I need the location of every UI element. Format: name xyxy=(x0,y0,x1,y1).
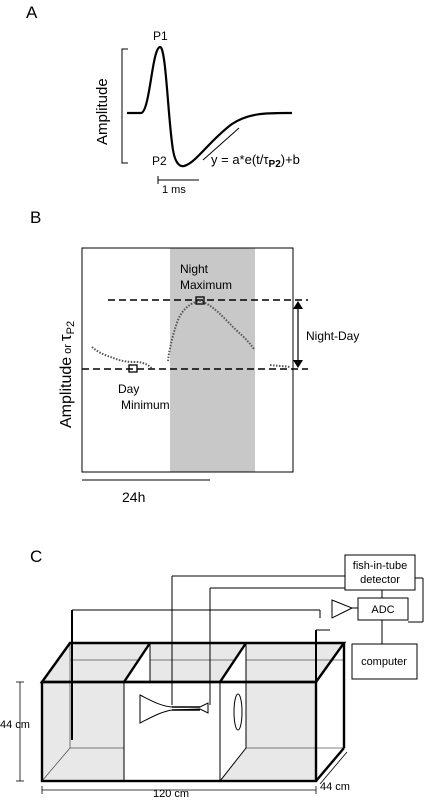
exponential-fit-line xyxy=(202,127,240,161)
tank-outline xyxy=(39,641,347,783)
panel-a: A Amplitude P1 P2 y = a*e(t/τP2)+b 1 ms xyxy=(26,3,300,196)
scale-bar-label: 1 ms xyxy=(162,184,186,196)
panel-a-y-axis-label: Amplitude xyxy=(94,78,111,145)
fish-tube xyxy=(139,693,243,731)
scale-bar xyxy=(157,176,199,184)
waveform-trace xyxy=(127,45,293,168)
day-minimum-marker xyxy=(128,364,138,373)
day-minimum-label-2: Minimum xyxy=(121,398,170,412)
night-maximum-label-1: Night xyxy=(180,262,209,276)
adc-label: ADC xyxy=(371,604,394,616)
night-day-label: Night-Day xyxy=(306,329,359,343)
fish-in-tube-detector-box xyxy=(344,554,416,591)
peak-p1-label: P1 xyxy=(153,29,168,43)
amplifier-icon xyxy=(331,599,354,619)
panel-c-letter: C xyxy=(30,547,42,566)
detector-label-2: detector xyxy=(360,574,400,586)
detector-label-1: fish-in-tube xyxy=(353,560,407,572)
computer-box xyxy=(351,643,418,680)
amplitude-trace xyxy=(91,299,291,370)
panel-b: B Night Maximum Day Minimum Night-Day Am… xyxy=(30,208,359,505)
panel-b-y-axis-label: AmplitudeorτP2 xyxy=(56,321,77,428)
panel-a-letter: A xyxy=(26,3,38,22)
panel-c: C xyxy=(0,547,424,800)
time-bar-label: 24h xyxy=(122,489,145,505)
night-maximum-label-2: Maximum xyxy=(180,278,232,292)
night-maximum-marker xyxy=(195,296,205,305)
height-dimension-label: 44 cm xyxy=(0,719,30,731)
adc-box xyxy=(357,597,409,621)
computer-label: computer xyxy=(361,656,407,668)
night-day-arrow xyxy=(293,301,303,368)
wiring xyxy=(71,575,424,748)
dimension-lines xyxy=(16,681,348,794)
peak-p2-label: P2 xyxy=(152,154,167,168)
length-dimension-label: 120 cm xyxy=(153,788,189,800)
depth-dimension-label: 44 cm xyxy=(320,781,350,793)
night-shading xyxy=(170,248,255,472)
fit-equation: y = a*e(t/τP2)+b xyxy=(211,152,300,170)
amplitude-bracket xyxy=(121,48,128,164)
day-minimum-label-1: Day xyxy=(118,382,139,396)
panel-b-letter: B xyxy=(30,208,41,227)
